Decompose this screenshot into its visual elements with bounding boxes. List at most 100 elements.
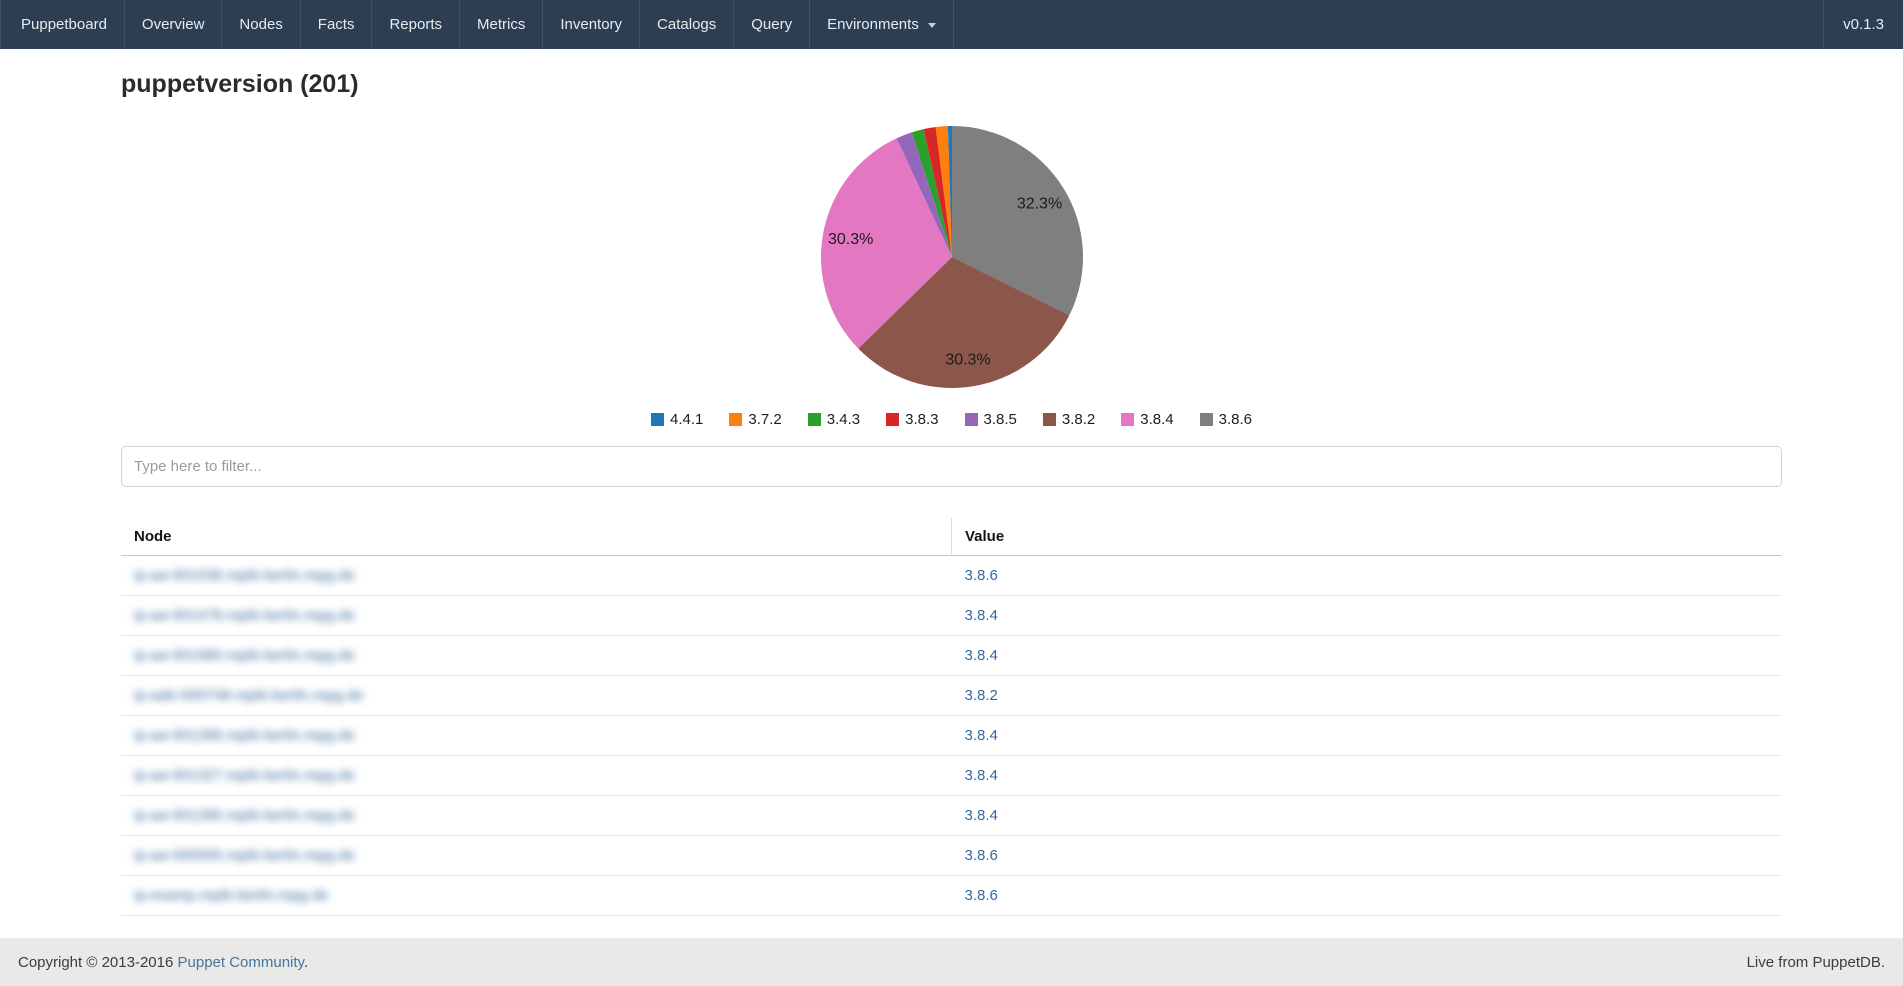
copyright-text: Copyright © 2013-2016 bbox=[18, 953, 178, 971]
legend-label: 3.8.2 bbox=[1061, 411, 1096, 428]
node-cell: ip-aa-001536.mpib-berlin.mpg.de bbox=[121, 555, 952, 596]
main-content: puppetversion (201) 32.3% 30.3% 30.3% 4.4.… bbox=[121, 70, 1782, 916]
navbar-items: Overview Nodes Facts Reports Metrics Inv… bbox=[125, 0, 811, 49]
legend-swatch-icon bbox=[729, 413, 743, 426]
value-cell: 3.8.4 bbox=[951, 755, 1782, 796]
legend-item[interactable]: 3.8.6 bbox=[1199, 411, 1252, 428]
nav-environments-label: Environments bbox=[827, 16, 919, 33]
nav-item[interactable]: Metrics bbox=[460, 0, 544, 49]
pie-slice-4.4.1[interactable] bbox=[947, 125, 952, 257]
puppet-community-link[interactable]: Puppet Community bbox=[177, 953, 304, 971]
table-row: ip-aa-001478.mpib-berlin.mpg.de 3.8.4 bbox=[121, 595, 1782, 636]
table-row: ip-aa-001285.mpib-berlin.mpg.de 3.8.4 bbox=[121, 795, 1782, 836]
nav-item[interactable]: Reports bbox=[372, 0, 460, 49]
value-cell: 3.8.4 bbox=[951, 595, 1782, 636]
legend-label: 3.8.6 bbox=[1218, 411, 1252, 428]
legend-label: 3.8.4 bbox=[1140, 411, 1174, 428]
pie-slice-3.8.3[interactable] bbox=[923, 127, 952, 257]
filter-input[interactable] bbox=[121, 446, 1782, 487]
table-row: ip-examp.mpib-berlin.mpg.de 3.8.6 bbox=[121, 875, 1782, 916]
node-link[interactable]: ip-aa-001327.mpib-berlin.mpg.de bbox=[134, 767, 355, 784]
facts-table: Node Value ip-aa-001536.mpib-berlin.mpg.… bbox=[121, 518, 1782, 916]
node-cell: ip-examp.mpib-berlin.mpg.de bbox=[121, 875, 952, 916]
node-link[interactable]: ip-aa-001285.mpib-berlin.mpg.de bbox=[134, 807, 355, 824]
pie-slice-3.8.4[interactable] bbox=[820, 138, 952, 349]
node-link[interactable]: ip-aa-001478.mpib-berlin.mpg.de bbox=[134, 607, 355, 624]
copyright-period: . bbox=[303, 953, 309, 971]
value-cell: 3.8.4 bbox=[951, 635, 1782, 676]
pie-slice-3.4.3[interactable] bbox=[911, 129, 952, 257]
legend-item[interactable]: 3.8.5 bbox=[964, 411, 1017, 428]
table-row: ip-aab-000748.mpib-berlin.mpg.de 3.8.2 bbox=[121, 675, 1782, 716]
chevron-down-icon bbox=[927, 22, 936, 28]
nav-item[interactable]: Overview bbox=[125, 0, 223, 49]
pie-slice-3.8.5[interactable] bbox=[895, 132, 952, 257]
nav-item[interactable]: Catalogs bbox=[640, 0, 735, 49]
legend-swatch-icon bbox=[964, 413, 978, 426]
pie-slice-percentage: 30.3% bbox=[945, 351, 990, 368]
navbar-brand[interactable]: Puppetboard bbox=[0, 0, 125, 49]
nav-item[interactable]: Query bbox=[734, 0, 811, 49]
node-cell: ip-aa-001327.mpib-berlin.mpg.de bbox=[121, 755, 952, 796]
pie-legend: 4.4.1 3.7.2 3.4.3 3.8.3 bbox=[121, 411, 1782, 428]
node-link[interactable]: ip-aab-000748.mpib-berlin.mpg.de bbox=[134, 687, 364, 704]
node-cell: ip-aa-001285.mpib-berlin.mpg.de bbox=[121, 795, 952, 836]
value-link[interactable]: 3.8.4 bbox=[964, 767, 998, 784]
navbar: Puppetboard Overview Nodes Facts Reports… bbox=[0, 0, 1903, 49]
value-link[interactable]: 3.8.4 bbox=[964, 807, 998, 824]
pie-slice-3.7.2[interactable] bbox=[935, 126, 952, 257]
navbar-version: v0.1.3 bbox=[1823, 0, 1903, 49]
legend-item[interactable]: 3.8.4 bbox=[1121, 411, 1174, 428]
table-row: ip-aa-000595.mpib-berlin.mpg.de 3.8.6 bbox=[121, 835, 1782, 876]
value-link[interactable]: 3.8.6 bbox=[964, 887, 998, 904]
footer-live-status: Live from PuppetDB. bbox=[1746, 953, 1885, 971]
node-link[interactable]: ip-aa-001980.mpib-berlin.mpg.de bbox=[134, 647, 355, 664]
value-link[interactable]: 3.8.6 bbox=[964, 567, 998, 584]
pie-slice-3.8.2[interactable] bbox=[857, 257, 1069, 388]
nav-item[interactable]: Inventory bbox=[543, 0, 641, 49]
legend-item[interactable]: 3.8.2 bbox=[1042, 411, 1096, 428]
legend-label: 3.4.3 bbox=[826, 411, 861, 428]
value-cell: 3.8.4 bbox=[951, 715, 1782, 756]
value-cell: 3.8.2 bbox=[951, 675, 1782, 716]
facts-table-body: ip-aa-001536.mpib-berlin.mpg.de 3.8.6 ip… bbox=[121, 555, 1782, 916]
node-cell: ip-aa-001286.mpib-berlin.mpg.de bbox=[121, 715, 952, 756]
node-link[interactable]: ip-aa-001536.mpib-berlin.mpg.de bbox=[134, 567, 355, 584]
node-cell: ip-aab-000748.mpib-berlin.mpg.de bbox=[121, 675, 952, 716]
table-row: ip-aa-001286.mpib-berlin.mpg.de 3.8.4 bbox=[121, 715, 1782, 756]
pie-slice-percentage: 30.3% bbox=[828, 231, 873, 248]
table-row: ip-aa-001980.mpib-berlin.mpg.de 3.8.4 bbox=[121, 635, 1782, 676]
column-header-node: Node bbox=[121, 518, 952, 556]
value-cell: 3.8.4 bbox=[951, 795, 1782, 836]
nav-item[interactable]: Nodes bbox=[222, 0, 301, 49]
legend-swatch-icon bbox=[807, 413, 821, 426]
legend-swatch-icon bbox=[1199, 413, 1213, 426]
value-link[interactable]: 3.8.2 bbox=[964, 687, 998, 704]
node-link[interactable]: ip-examp.mpib-berlin.mpg.de bbox=[134, 887, 329, 904]
nav-environments-dropdown[interactable]: Environments bbox=[810, 0, 954, 49]
value-cell: 3.8.6 bbox=[951, 835, 1782, 876]
pie-slice-3.8.6[interactable] bbox=[951, 126, 1083, 316]
value-link[interactable]: 3.8.4 bbox=[964, 647, 998, 664]
legend-item[interactable]: 3.8.3 bbox=[886, 411, 939, 428]
legend-label: 3.8.5 bbox=[983, 411, 1017, 428]
value-link[interactable]: 3.8.6 bbox=[964, 847, 998, 864]
node-link[interactable]: ip-aa-000595.mpib-berlin.mpg.de bbox=[134, 847, 355, 864]
column-header-value: Value bbox=[951, 518, 1782, 556]
node-cell: ip-aa-001478.mpib-berlin.mpg.de bbox=[121, 595, 952, 636]
footer-copyright: Copyright © 2013-2016 Puppet Community. bbox=[18, 954, 308, 971]
legend-item[interactable]: 3.7.2 bbox=[729, 411, 782, 428]
nav-item[interactable]: Facts bbox=[301, 0, 373, 49]
pie-slice-percentage: 32.3% bbox=[1016, 195, 1061, 212]
legend-item[interactable]: 3.4.3 bbox=[807, 411, 861, 428]
pie-chart: 32.3% 30.3% 30.3% bbox=[820, 125, 1083, 388]
legend-item[interactable]: 4.4.1 bbox=[651, 411, 703, 428]
legend-swatch-icon bbox=[1042, 413, 1056, 426]
legend-swatch-icon bbox=[886, 413, 900, 426]
value-link[interactable]: 3.8.4 bbox=[964, 727, 998, 744]
node-cell: ip-aa-001980.mpib-berlin.mpg.de bbox=[121, 635, 952, 676]
value-link[interactable]: 3.8.4 bbox=[964, 607, 998, 624]
legend-label: 3.7.2 bbox=[748, 411, 782, 428]
node-link[interactable]: ip-aa-001286.mpib-berlin.mpg.de bbox=[134, 727, 355, 744]
footer: Copyright © 2013-2016 Puppet Community. … bbox=[0, 938, 1903, 986]
